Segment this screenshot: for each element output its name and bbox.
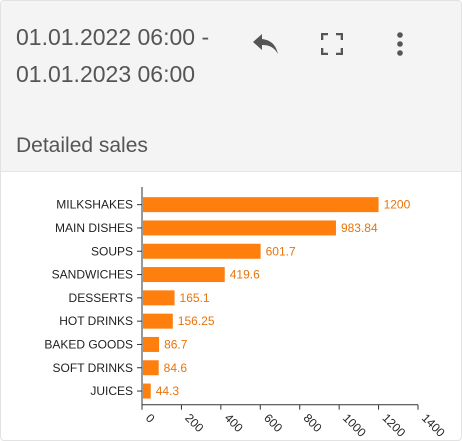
x-tick-label: 0 [143, 411, 158, 426]
bar [143, 290, 175, 306]
value-label: 983.84 [341, 221, 378, 235]
undo-arrow-icon [253, 34, 278, 54]
value-label: 44.3 [156, 384, 180, 398]
category-label: SOFT DRINKS [53, 361, 133, 375]
back-button[interactable] [248, 27, 282, 61]
bar [143, 313, 173, 329]
value-label: 601.7 [266, 244, 296, 258]
fullscreen-icon [321, 33, 343, 55]
x-tick-label: 1200 [379, 411, 408, 440]
more-vertical-icon [397, 32, 403, 56]
category-label: HOT DRINKS [59, 314, 133, 328]
value-label: 156.25 [178, 314, 215, 328]
category-label: MILKSHAKES [56, 198, 133, 212]
fullscreen-button[interactable] [315, 27, 349, 61]
bar [143, 383, 151, 399]
widget-header: 01.01.2022 06:00 - 01.01.2023 06:00 Deta… [1, 1, 461, 172]
category-label: MAIN DISHES [55, 221, 133, 235]
value-label: 419.6 [230, 268, 260, 282]
value-label: 84.6 [164, 361, 188, 375]
category-label: BAKED GOODS [44, 337, 133, 351]
value-label: 165.1 [180, 291, 210, 305]
category-label: SANDWICHES [52, 268, 133, 282]
bar [143, 220, 336, 236]
detailed-sales-bar-chart: MILKSHAKES 1200 MAIN DISHES 983.84 SOUPS 601.… [44, 187, 448, 440]
widget-subtitle: Detailed sales [16, 134, 148, 157]
bar [143, 243, 261, 259]
category-label: SOUPS [91, 244, 133, 258]
date-range-title: 01.01.2022 06:00 - 01.01.2023 06:00 [16, 24, 210, 87]
x-tick-label: 600 [261, 411, 285, 435]
category-label: JUICES [90, 384, 133, 398]
value-label: 86.7 [164, 337, 188, 351]
x-tick-label: 800 [301, 411, 325, 435]
more-options-button[interactable] [383, 27, 417, 61]
x-tick-label: 400 [222, 411, 246, 435]
x-tick-label: 1000 [340, 411, 369, 440]
category-label: DESSERTS [69, 291, 133, 305]
bar [143, 336, 160, 352]
x-tick-label: 200 [182, 411, 206, 435]
bar [143, 360, 159, 376]
bar [143, 267, 225, 283]
value-label: 1200 [384, 198, 411, 212]
bar [143, 197, 379, 213]
x-tick-label: 1400 [419, 411, 448, 440]
